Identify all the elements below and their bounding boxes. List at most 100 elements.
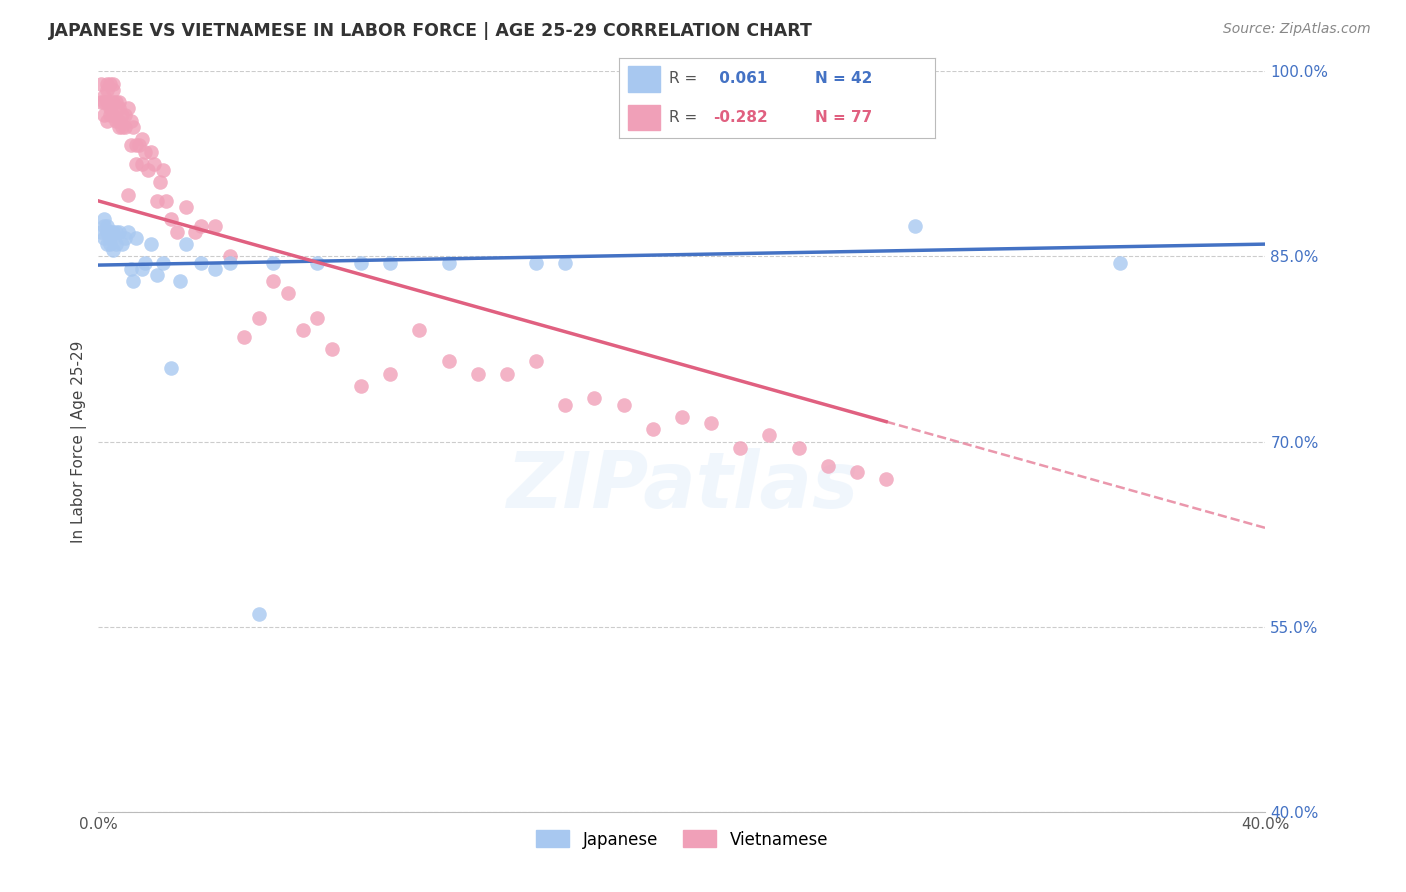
Point: [218, 255, 240, 269]
Text: 0.061: 0.061: [713, 71, 766, 87]
Point: [291, 324, 314, 338]
Point: [307, 255, 329, 269]
Point: [96, 83, 118, 97]
Point: [98, 107, 121, 121]
Point: [101, 225, 124, 239]
Point: [247, 311, 270, 326]
Point: [120, 261, 142, 276]
Point: [96, 95, 118, 110]
Point: [117, 102, 139, 116]
Point: [247, 607, 270, 622]
Point: [262, 255, 284, 269]
Point: [612, 398, 634, 412]
Point: [139, 145, 162, 159]
Point: [98, 231, 121, 245]
Point: [321, 342, 343, 356]
Text: R =: R =: [669, 110, 697, 125]
Point: [1108, 255, 1130, 269]
Point: [96, 219, 118, 233]
Point: [174, 200, 197, 214]
Point: [700, 416, 723, 430]
Point: [101, 107, 124, 121]
Point: [93, 219, 115, 233]
Point: [111, 237, 134, 252]
Point: [90, 77, 112, 91]
Point: [114, 107, 136, 121]
Point: [98, 102, 121, 116]
Point: [380, 255, 402, 269]
Point: [183, 225, 205, 239]
Text: N = 42: N = 42: [815, 71, 872, 87]
Point: [554, 398, 576, 412]
Point: [142, 157, 165, 171]
Point: [122, 120, 145, 134]
Point: [350, 255, 373, 269]
Point: [108, 102, 131, 116]
Point: [758, 428, 780, 442]
Point: [125, 231, 148, 245]
Point: [131, 157, 153, 171]
Point: [204, 261, 226, 276]
Point: [108, 120, 131, 134]
Point: [104, 237, 127, 252]
Point: [152, 255, 174, 269]
Point: [350, 379, 373, 393]
Point: [93, 212, 115, 227]
Bar: [628, 104, 659, 130]
Point: [114, 120, 136, 134]
Point: [174, 237, 197, 252]
Point: [101, 244, 124, 258]
Point: [233, 329, 256, 343]
Point: [152, 163, 174, 178]
Point: [554, 255, 576, 269]
Point: [583, 392, 606, 406]
Point: [90, 95, 112, 110]
Point: [108, 225, 131, 239]
Point: [98, 77, 121, 91]
Text: JAPANESE VS VIETNAMESE IN LABOR FORCE | AGE 25-29 CORRELATION CHART: JAPANESE VS VIETNAMESE IN LABOR FORCE | …: [49, 22, 813, 40]
Text: Source: ZipAtlas.com: Source: ZipAtlas.com: [1223, 22, 1371, 37]
Point: [641, 422, 664, 436]
Point: [524, 354, 547, 368]
Point: [166, 225, 188, 239]
Point: [93, 89, 115, 103]
Point: [204, 219, 226, 233]
Point: [160, 212, 183, 227]
Point: [108, 95, 131, 110]
Point: [380, 367, 402, 381]
Point: [120, 113, 142, 128]
Point: [146, 194, 169, 208]
Point: [146, 268, 169, 282]
Point: [262, 274, 284, 288]
Point: [111, 120, 134, 134]
Point: [104, 225, 127, 239]
Point: [277, 286, 299, 301]
Point: [134, 145, 156, 159]
Point: [104, 95, 127, 110]
Point: [307, 311, 329, 326]
Point: [117, 225, 139, 239]
Point: [155, 194, 177, 208]
Point: [846, 466, 869, 480]
Point: [149, 175, 172, 189]
Point: [108, 113, 131, 128]
Point: [96, 113, 118, 128]
Point: [104, 113, 127, 128]
Point: [467, 367, 489, 381]
Point: [117, 187, 139, 202]
Point: [93, 231, 115, 245]
Point: [218, 250, 240, 264]
Point: [98, 237, 121, 252]
Point: [131, 132, 153, 146]
Point: [96, 225, 118, 239]
Bar: [628, 66, 659, 92]
Point: [190, 219, 212, 233]
Point: [120, 138, 142, 153]
Point: [524, 255, 547, 269]
Point: [111, 107, 134, 121]
Point: [437, 255, 460, 269]
Point: [93, 95, 115, 110]
Point: [122, 274, 145, 288]
Point: [98, 225, 121, 239]
Point: [671, 409, 693, 424]
